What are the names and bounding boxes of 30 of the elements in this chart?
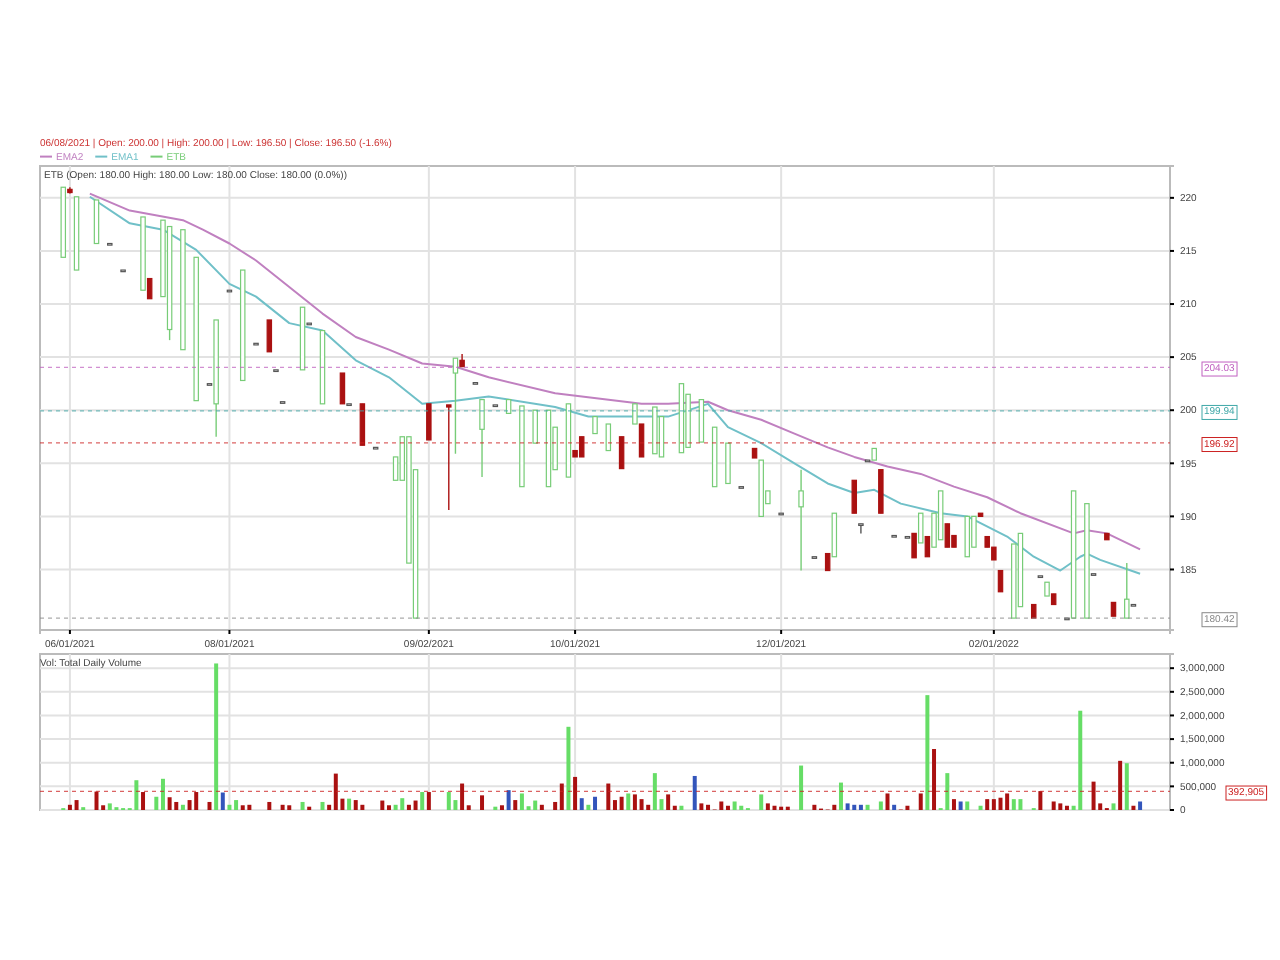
- candlestick: [359, 403, 366, 446]
- candlestick: [964, 515, 971, 558]
- candlestick: [605, 423, 612, 452]
- candlestick: [146, 277, 153, 300]
- candlestick: [638, 423, 645, 458]
- candlestick: [851, 479, 858, 514]
- candlestick: [426, 403, 432, 441]
- candlestick: [831, 512, 838, 558]
- candlestick: [1124, 562, 1130, 619]
- candlestick: [618, 436, 625, 470]
- candlestick: [652, 406, 658, 455]
- candlestick: [858, 523, 864, 535]
- candlestick: [452, 357, 459, 455]
- candlestick: [924, 535, 931, 558]
- candlestick: [339, 372, 346, 405]
- candlestick: [532, 409, 538, 444]
- candlestick: [917, 512, 924, 544]
- candlestick: [632, 403, 638, 425]
- candlestick: [725, 442, 731, 485]
- candlestick: [446, 404, 452, 511]
- candlestick: [944, 523, 951, 548]
- candlestick: [878, 468, 884, 514]
- candlestick: [479, 398, 485, 478]
- candlestick: [911, 532, 917, 559]
- candlestick: [997, 569, 1004, 593]
- candlestick: [698, 398, 705, 443]
- candlestick: [266, 319, 273, 353]
- candlestick: [93, 199, 100, 245]
- candlestick: [798, 468, 804, 572]
- candlestick: [578, 436, 585, 458]
